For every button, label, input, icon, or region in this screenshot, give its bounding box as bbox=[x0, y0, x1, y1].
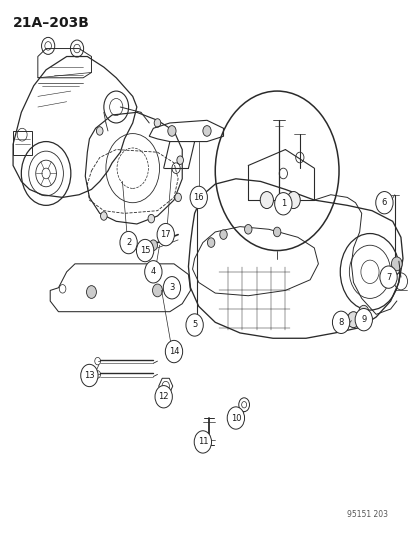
Circle shape bbox=[165, 341, 182, 363]
Circle shape bbox=[86, 286, 96, 298]
Text: 3: 3 bbox=[169, 283, 174, 292]
Text: 1: 1 bbox=[280, 199, 285, 208]
Text: 95151 203: 95151 203 bbox=[347, 510, 387, 519]
Circle shape bbox=[190, 186, 207, 208]
Circle shape bbox=[147, 214, 154, 223]
Text: 16: 16 bbox=[193, 193, 204, 202]
Circle shape bbox=[167, 126, 176, 136]
Text: 7: 7 bbox=[385, 273, 390, 281]
Circle shape bbox=[244, 224, 252, 234]
Circle shape bbox=[154, 385, 172, 408]
Circle shape bbox=[174, 193, 181, 201]
Circle shape bbox=[358, 305, 368, 318]
Text: 2: 2 bbox=[126, 238, 131, 247]
Circle shape bbox=[194, 431, 211, 453]
Text: 15: 15 bbox=[140, 246, 150, 255]
Circle shape bbox=[154, 119, 160, 127]
Circle shape bbox=[157, 223, 174, 246]
Text: 8: 8 bbox=[337, 318, 343, 327]
Circle shape bbox=[286, 191, 299, 208]
Circle shape bbox=[219, 230, 227, 239]
Circle shape bbox=[120, 231, 137, 254]
Circle shape bbox=[207, 238, 214, 247]
Circle shape bbox=[100, 212, 107, 220]
Circle shape bbox=[163, 277, 180, 299]
Text: 14: 14 bbox=[169, 347, 179, 356]
Text: 6: 6 bbox=[381, 198, 386, 207]
Circle shape bbox=[354, 309, 372, 331]
Circle shape bbox=[136, 239, 153, 262]
Circle shape bbox=[274, 192, 291, 215]
Circle shape bbox=[339, 316, 349, 329]
Circle shape bbox=[145, 261, 161, 283]
Circle shape bbox=[273, 227, 280, 237]
Circle shape bbox=[391, 257, 401, 271]
Circle shape bbox=[149, 240, 157, 251]
Text: 21A–203B: 21A–203B bbox=[13, 15, 90, 29]
Circle shape bbox=[379, 266, 396, 288]
Text: 11: 11 bbox=[197, 438, 208, 447]
Text: 4: 4 bbox=[150, 268, 156, 276]
Circle shape bbox=[202, 126, 211, 136]
Circle shape bbox=[81, 365, 98, 386]
Circle shape bbox=[375, 191, 392, 214]
Text: 12: 12 bbox=[158, 392, 169, 401]
Text: 10: 10 bbox=[230, 414, 240, 423]
Circle shape bbox=[347, 312, 359, 328]
Text: 5: 5 bbox=[192, 320, 197, 329]
Circle shape bbox=[332, 311, 349, 334]
Circle shape bbox=[185, 314, 203, 336]
Text: 17: 17 bbox=[160, 230, 171, 239]
Circle shape bbox=[176, 156, 183, 165]
Circle shape bbox=[96, 127, 103, 135]
Circle shape bbox=[260, 191, 273, 208]
Circle shape bbox=[152, 284, 162, 297]
Text: 9: 9 bbox=[360, 315, 366, 324]
Text: 13: 13 bbox=[84, 371, 95, 380]
Circle shape bbox=[227, 407, 244, 429]
